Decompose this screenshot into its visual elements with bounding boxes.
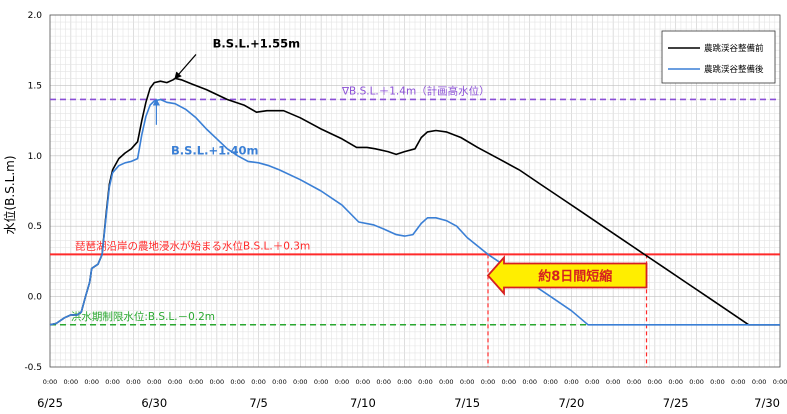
x-date-tick-label: 7/5 (249, 396, 268, 410)
x-time-tick-label: 0:00 (522, 378, 537, 386)
x-time-tick-label: 0:00 (585, 378, 600, 386)
y-tick-label: 0.0 (28, 293, 43, 303)
x-time-tick-label: 0:00 (293, 378, 308, 386)
x-time-tick-label: 0:00 (64, 378, 79, 386)
x-time-tick-label: 0:00 (335, 378, 350, 386)
x-date-tick-label: 7/10 (350, 396, 376, 410)
x-time-tick-label: 0:00 (564, 378, 579, 386)
x-time-tick-label: 0:00 (502, 378, 517, 386)
reference-line-label: 洪水期制限水位:B.S.L.－0.2m (71, 310, 215, 323)
legend-label: 農跳渓谷整備後 (704, 64, 764, 75)
legend-box (661, 30, 776, 84)
x-time-tick-label: 0:00 (230, 378, 245, 386)
x-time-tick-label: 0:00 (189, 378, 204, 386)
x-time-tick-label: 0:00 (731, 378, 746, 386)
x-axis: 0:00 0:00 0:00 0:00 0:00 0:00 0:00 0:00 0:00 0:00… (37, 378, 787, 410)
x-time-tick-label: 0:00 (126, 378, 141, 386)
x-time-tick-label: 0:00 (397, 378, 412, 386)
y-tick-label: 0.5 (28, 222, 42, 232)
x-time-tick-label: 0:00 (84, 378, 99, 386)
plot-area-border (49, 14, 781, 368)
x-time-tick-label: 0:00 (376, 378, 391, 386)
legend-label: 農跳渓谷整備前 (704, 43, 764, 54)
x-date-tick-label: 7/30 (754, 396, 780, 410)
y-axis-label: 水位(B.S.L.m) (2, 155, 17, 234)
reference-line-label: ∇B.S.L.＋1.4m（計画高水位） (341, 84, 490, 97)
x-time-tick-label: 0:00 (668, 378, 683, 386)
reference-lines: ∇B.S.L.＋1.4m（計画高水位） 琵琶湖沿岸の農地浸水が始まる水位B.S.L… (50, 84, 780, 326)
x-time-tick-label: 0:00 (105, 378, 120, 386)
annotation-arrow (174, 54, 197, 80)
x-time-tick-label: 0:00 (710, 378, 725, 386)
y-tick-label: 2.0 (28, 11, 43, 21)
annotation-label: B.S.L.+1.55m (213, 36, 300, 50)
x-time-tick-label: 0:00 (210, 378, 225, 386)
x-time-tick-label: 0:00 (481, 378, 496, 386)
shortening-label: 約8日間短縮 (538, 268, 612, 284)
x-time-tick-label: 0:00 (356, 378, 371, 386)
x-time-tick-label: 0:00 (606, 378, 621, 386)
shortening-arrow: 約8日間短縮 (486, 255, 648, 296)
series-line (49, 98, 780, 326)
x-time-tick-label: 0:00 (439, 378, 454, 386)
x-time-tick-label: 0:00 (147, 378, 162, 386)
series-lines (49, 77, 780, 326)
x-time-tick-label: 0:00 (543, 378, 558, 386)
x-time-tick-label: 0:00 (689, 378, 704, 386)
x-date-tick-label: 6/25 (37, 396, 63, 410)
x-date-tick-label: 7/15 (454, 396, 480, 410)
shortening-arrow-shape (486, 255, 648, 296)
x-date-tick-label: 6/30 (141, 396, 167, 410)
x-time-tick-label: 0:00 (251, 378, 266, 386)
x-time-tick-label: 0:00 (627, 378, 642, 386)
x-time-tick-label: 0:00 (43, 378, 58, 386)
y-axis: -0.5 0.0 0.5 1.0 1.5 2.0 (24, 11, 42, 373)
vertical-markers (487, 254, 648, 367)
x-time-tick-label: 0:00 (272, 378, 287, 386)
x-time-tick-label: 0:00 (460, 378, 475, 386)
x-time-tick-label: 0:00 (314, 378, 329, 386)
x-time-tick-label: 0:00 (418, 378, 433, 386)
x-date-tick-label: 7/20 (559, 396, 585, 410)
y-tick-label: -0.5 (24, 363, 42, 373)
x-date-tick-label: 7/25 (663, 396, 689, 410)
x-time-tick-label: 0:00 (168, 378, 183, 386)
annotations: B.S.L.+1.55m B.S.L.+1.40m (152, 36, 300, 157)
reference-line-label: 琵琶湖沿岸の農地浸水が始まる水位B.S.L.＋0.3m (75, 239, 310, 252)
annotation-label: B.S.L.+1.40m (171, 143, 258, 157)
x-time-tick-label: 0:00 (648, 378, 663, 386)
y-tick-label: 1.5 (28, 81, 42, 91)
x-time-tick-label: 0:00 (752, 378, 767, 386)
y-tick-label: 1.0 (28, 152, 43, 162)
x-time-tick-label: 0:00 (773, 378, 787, 386)
